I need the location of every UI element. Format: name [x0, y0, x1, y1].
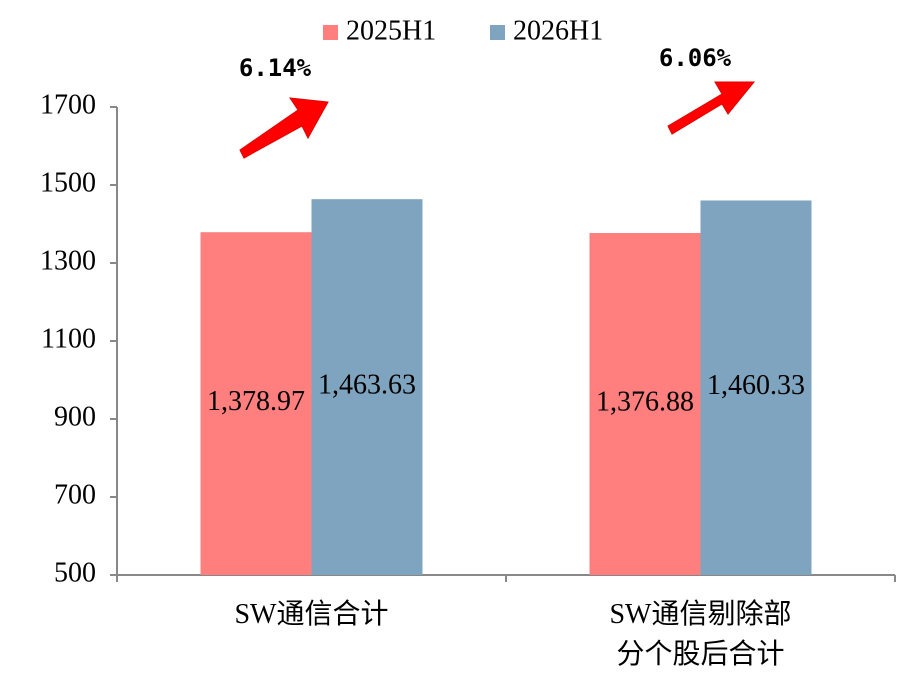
bar	[200, 232, 312, 575]
y-tick-label: 1700	[40, 89, 96, 120]
legend-label: 2025H1	[346, 15, 436, 46]
value-label: 1,376.88	[596, 386, 694, 417]
bar	[700, 200, 812, 575]
y-tick-label: 700	[54, 479, 96, 510]
x-tick-label: SW通信剔除部分个股后合计	[609, 599, 792, 670]
annotation: 6.14%	[239, 54, 312, 82]
x-tick-label-box: SW通信剔除部分个股后合计	[609, 599, 792, 670]
bar	[589, 233, 701, 576]
y-tick-label: 1300	[40, 245, 96, 276]
arrow	[239, 97, 329, 159]
x-tick-label: SW通信合计	[234, 599, 389, 630]
y-tick-label: 1500	[40, 167, 96, 198]
value-label: 1,463.63	[318, 370, 416, 401]
legend-swatch	[490, 25, 505, 40]
y-tick-label: 500	[54, 557, 96, 588]
value-label: 1,378.97	[207, 386, 305, 417]
y-tick-label: 1100	[41, 323, 96, 354]
x-tick-label-box: SW通信合计	[234, 599, 389, 630]
annotation: 6.06%	[659, 44, 732, 72]
legend-label: 2026H1	[513, 15, 603, 46]
value-label: 1,460.33	[707, 370, 805, 401]
y-tick-label: 900	[54, 401, 96, 432]
legend-swatch	[323, 25, 338, 40]
arrow	[667, 81, 756, 135]
bar	[311, 199, 423, 575]
